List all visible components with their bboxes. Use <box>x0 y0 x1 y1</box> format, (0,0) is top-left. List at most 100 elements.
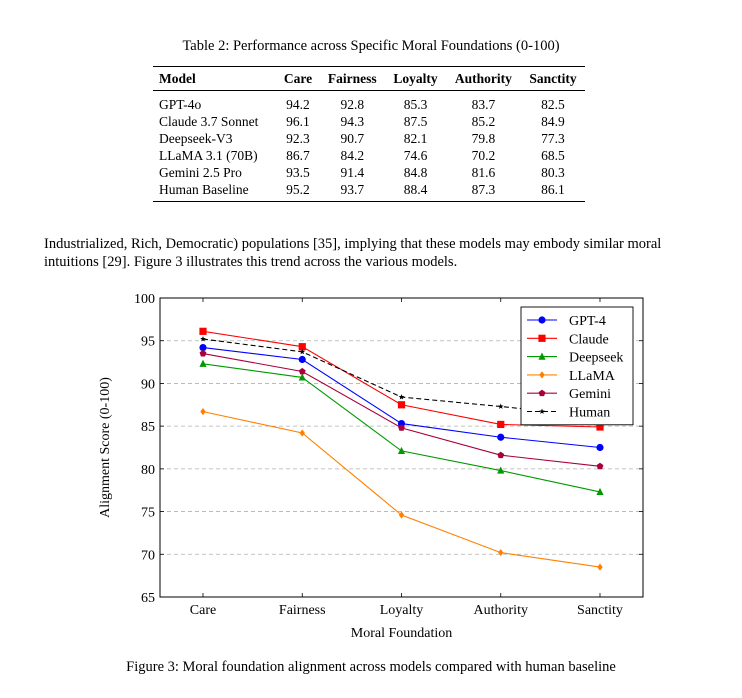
table-cell: 86.1 <box>520 181 585 202</box>
table-row: LLaMA 3.1 (70B) 86.7 84.2 74.6 70.2 68.5 <box>153 147 585 164</box>
alignment-line-chart: 65 70 75 80 85 90 95 100 Care Fairness Loyalty Auth… <box>98 292 644 641</box>
data-point <box>398 511 405 519</box>
data-point <box>199 327 207 335</box>
legend-label: Claude <box>569 332 609 347</box>
y-tick-label: 70 <box>141 548 155 563</box>
legend-label: Human <box>569 406 610 421</box>
table-cell: 84.9 <box>541 114 565 129</box>
table-header-cell: Sanctity <box>520 66 585 91</box>
table-cell: 70.2 <box>471 148 496 163</box>
series-llama <box>200 408 603 571</box>
data-point <box>397 446 406 455</box>
table-cell: 86.7 <box>286 148 310 163</box>
table-cell: 85.3 <box>403 97 428 112</box>
y-tick-label: 80 <box>141 463 155 478</box>
table-cell: 92.3 <box>286 131 310 146</box>
performance-table: Model Care Fairness Loyalty Authority Sa… <box>153 66 585 202</box>
table-row: Human Baseline 95.2 93.7 88.4 87.3 86.1 <box>153 181 585 202</box>
table-header-cell: Loyalty <box>385 66 446 91</box>
data-point <box>497 420 505 429</box>
y-tick-label: 90 <box>141 377 155 392</box>
table-cell: Gemini 2.5 Pro <box>159 165 242 180</box>
data-point <box>596 443 604 452</box>
x-tick-label: Sanctity <box>577 603 623 618</box>
y-tick-label: 85 <box>141 420 155 435</box>
table-cell: Deepseek-V3 <box>159 131 233 146</box>
table-cell: 79.8 <box>471 131 496 146</box>
table-cell: 77.3 <box>541 131 565 146</box>
table-header-cell: Model <box>153 66 277 91</box>
table-header-cell: Care <box>276 66 320 91</box>
x-tick-label: Loyalty <box>380 603 424 618</box>
table-cell: 94.2 <box>286 97 310 112</box>
data-point <box>299 429 305 437</box>
data-point <box>398 394 405 400</box>
legend-marker <box>539 408 545 414</box>
data-point <box>299 348 306 355</box>
legend: GPT-4 Claude Deepseek LLaMA Gemini Human <box>520 306 634 426</box>
x-axis-label: Moral Foundation <box>351 626 453 641</box>
legend-marker <box>538 352 546 360</box>
table-cell: 91.4 <box>340 165 365 180</box>
y-tick-label: 75 <box>141 506 155 521</box>
table-row: Claude 3.7 Sonnet 96.1 94.3 87.5 85.2 84… <box>153 113 585 130</box>
table-cell: 87.3 <box>445 181 521 202</box>
series-claude <box>199 327 604 431</box>
data-point <box>298 373 306 381</box>
legend-label: Deepseek <box>569 351 623 366</box>
table-cell: Human Baseline <box>153 181 277 202</box>
table-header-cell: Authority <box>445 66 521 91</box>
table-cell: 82.5 <box>541 97 565 112</box>
table-cell: LLaMA 3.1 (70B) <box>159 148 258 163</box>
series-gpt-4 <box>199 343 604 452</box>
body-paragraph: Industrialized, Rich, Democratic) popula… <box>44 236 662 270</box>
legend-box <box>520 306 634 426</box>
table-cell: 88.4 <box>385 181 446 202</box>
data-point <box>596 423 604 431</box>
table-cell: 85.2 <box>471 114 496 129</box>
data-point <box>298 343 306 351</box>
series-line <box>202 411 601 568</box>
table-cell: Claude 3.7 Sonnet <box>159 114 259 129</box>
data-point <box>298 367 306 375</box>
data-point <box>596 462 604 470</box>
data-point <box>497 403 504 409</box>
data-point <box>497 433 505 441</box>
table-cell: 87.5 <box>403 114 428 129</box>
table-cell: 84.2 <box>340 148 365 163</box>
table-cell: 94.3 <box>340 114 365 129</box>
figure-caption: Figure 3: Moral foundation alignment acr… <box>126 659 616 675</box>
data-point <box>200 408 206 416</box>
table-row: Gemini 2.5 Pro 93.5 91.4 84.8 81.6 80.3 <box>153 164 585 181</box>
table-cell: 81.6 <box>471 165 496 180</box>
data-point <box>199 359 207 367</box>
y-tick-label: 65 <box>141 591 155 606</box>
table-cell: 83.7 <box>471 97 496 112</box>
table-cell: 82.1 <box>403 131 428 146</box>
x-tick-label: Authority <box>474 603 528 618</box>
data-point <box>596 487 604 496</box>
table-cell: 80.3 <box>541 165 565 180</box>
legend-label: Gemini <box>569 387 611 402</box>
table-row: GPT-4o 94.2 92.8 85.3 83.7 82.5 <box>153 91 585 114</box>
y-tick-label: 100 <box>134 292 155 307</box>
legend-marker <box>538 334 546 342</box>
y-axis-label: Alignment Score (0-100) <box>98 377 113 518</box>
table-cell: 74.6 <box>403 148 428 163</box>
data-point <box>597 563 603 571</box>
table-cell: 68.5 <box>541 148 565 163</box>
legend-marker <box>538 316 546 324</box>
data-point <box>298 355 306 364</box>
legend-label: LLaMA <box>569 369 616 384</box>
table-row: Deepseek-V3 92.3 90.7 82.1 79.8 77.3 <box>153 130 585 147</box>
legend-label: GPT-4 <box>569 314 606 329</box>
legend-marker <box>539 371 545 379</box>
table-cell: 84.8 <box>403 165 428 180</box>
table-cell: GPT-4o <box>159 97 202 112</box>
data-point <box>397 401 406 409</box>
data-point <box>199 343 207 352</box>
x-tick-label: Care <box>190 603 216 618</box>
table-cell: 93.5 <box>286 165 310 180</box>
table-cell: 92.8 <box>340 97 365 112</box>
data-point <box>497 466 505 474</box>
